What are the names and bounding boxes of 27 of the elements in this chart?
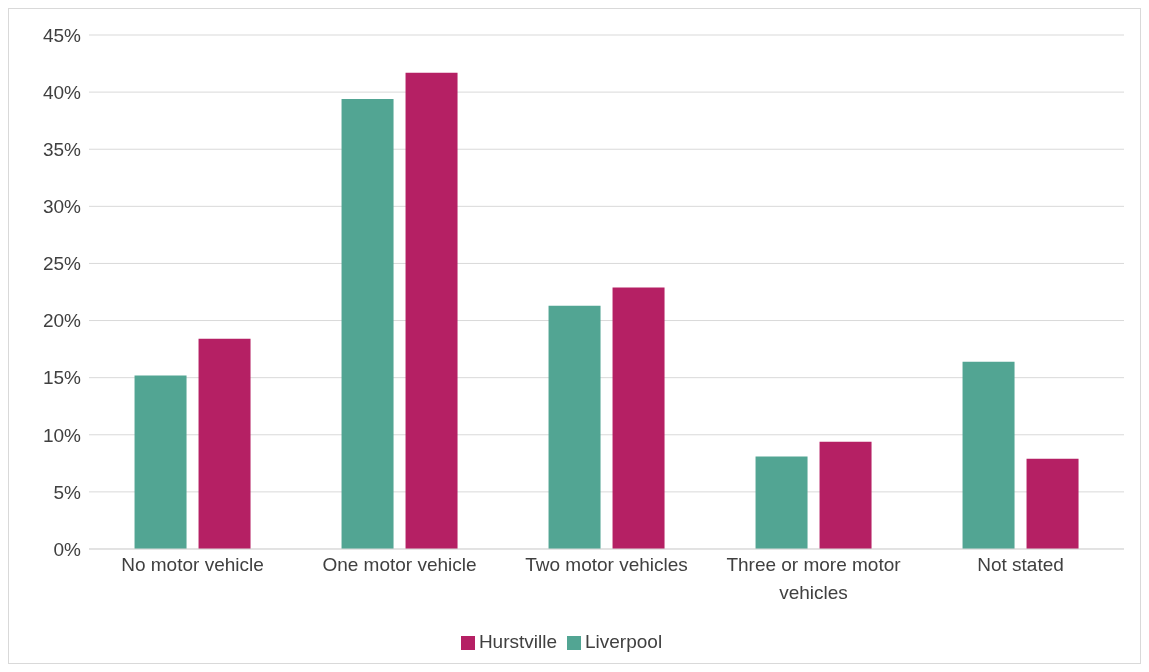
x-tick-label: Three or more motor vehicles [726, 554, 902, 603]
y-tick-label: 40% [42, 81, 82, 103]
legend-label: Hurstville [478, 631, 557, 652]
x-tick-label: One motor vehicle [322, 554, 477, 575]
bar [755, 456, 808, 549]
x-tick-label: Two motor vehicles [525, 554, 688, 575]
x-tick-label: Not stated [977, 554, 1064, 575]
y-tick-label: 30% [42, 196, 82, 218]
bar [1026, 458, 1079, 549]
bar [198, 338, 251, 549]
y-tick-label: 20% [42, 310, 82, 332]
y-tick-label: 45% [42, 24, 82, 46]
y-tick-label: 15% [42, 367, 82, 389]
y-tick-label: 10% [42, 424, 82, 446]
y-tick-label: 5% [53, 481, 82, 503]
bar [134, 375, 187, 549]
bar [612, 287, 665, 549]
x-tick-label: No motor vehicle [121, 554, 264, 575]
bar [819, 441, 872, 549]
bar [962, 361, 1015, 549]
y-tick-label: 0% [53, 538, 82, 560]
y-tick-label: 35% [42, 138, 82, 160]
bar [405, 72, 458, 549]
bar [341, 98, 394, 549]
bar [548, 305, 601, 549]
y-tick-label: 25% [42, 253, 82, 275]
legend-label: Liverpool [585, 631, 663, 652]
